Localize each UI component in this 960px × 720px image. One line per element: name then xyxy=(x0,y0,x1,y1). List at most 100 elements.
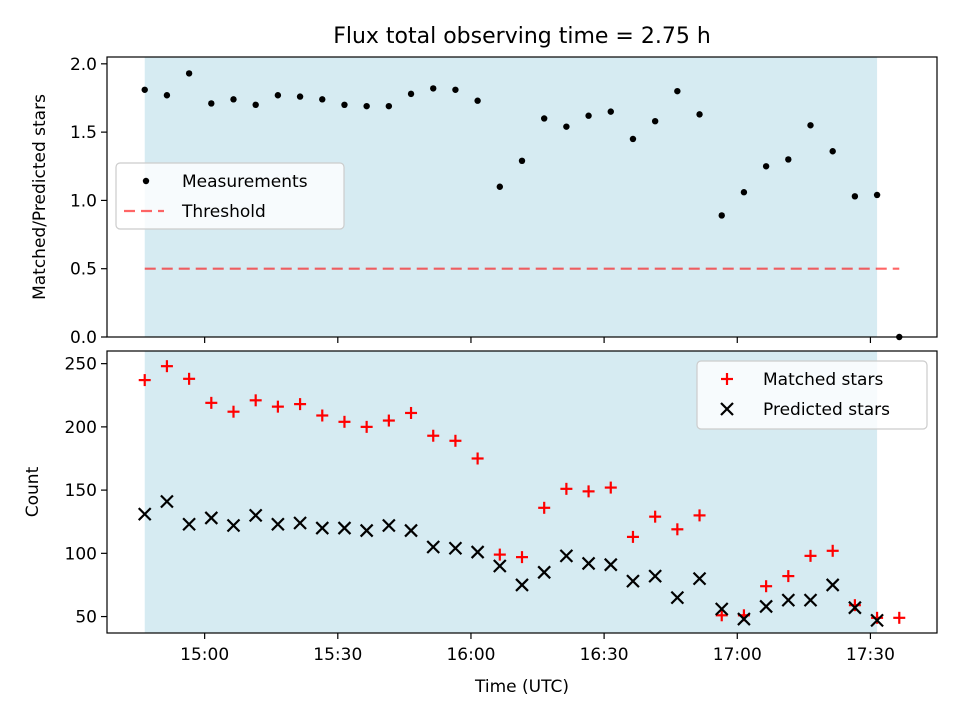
x-tick-label: 16:00 xyxy=(446,645,495,665)
legend-label: Threshold xyxy=(181,202,266,222)
measurement-point xyxy=(674,87,681,95)
matched-star-marker xyxy=(649,510,662,523)
measurement-point xyxy=(274,92,282,99)
x-tick-label: 17:30 xyxy=(846,645,895,665)
measurement-point xyxy=(496,183,504,190)
predicted-star-marker xyxy=(581,556,596,571)
matched-star-marker xyxy=(294,398,307,411)
measurement-point xyxy=(407,90,415,98)
matched-star-marker xyxy=(183,372,196,385)
predicted-star-marker xyxy=(626,574,640,588)
measurement-point xyxy=(185,70,193,77)
count-panel: 50 100 150 200 250 15:00 15:30 16:00 16:30 17:00… xyxy=(23,350,938,697)
marker-stroke xyxy=(692,571,707,586)
marker-stroke xyxy=(248,508,263,523)
ratio-panel: 0.00.51.01.52.0 Matched/Predicted stars … xyxy=(30,55,938,348)
x-axis-label: Time (UTC) xyxy=(474,677,569,697)
marker-stroke xyxy=(271,517,285,532)
legend-label: Measurements xyxy=(182,172,308,192)
matched-star-marker xyxy=(804,549,817,562)
marker-stroke xyxy=(648,569,662,583)
marker-stroke xyxy=(670,590,685,605)
y-axis-label-ratio: Matched/Predicted stars xyxy=(30,94,50,300)
predicted-star-marker xyxy=(559,549,574,563)
measurement-point xyxy=(452,86,459,93)
predicted-star-marker xyxy=(426,540,441,554)
predicted-star-marker xyxy=(848,600,862,615)
marker-stroke xyxy=(825,578,840,592)
matched-star-marker xyxy=(338,415,351,428)
predicted-star-marker xyxy=(670,590,685,605)
predicted-star-marker xyxy=(182,517,196,532)
marker-stroke xyxy=(720,402,734,416)
matched-star-marker xyxy=(493,548,506,561)
measurement-point xyxy=(807,122,814,129)
predicted-star-marker xyxy=(648,569,662,583)
matched-star-marker xyxy=(471,452,484,465)
count-panel-frame xyxy=(106,350,938,634)
matched-star-marker xyxy=(604,481,617,494)
marker-stroke xyxy=(803,593,818,607)
measurement-point xyxy=(518,157,526,165)
y-tick-label: 2.0 xyxy=(70,55,97,75)
predicted-star-marker xyxy=(293,516,307,530)
measurement-point xyxy=(141,86,148,93)
marker-stroke xyxy=(182,517,196,532)
measurement-point xyxy=(607,108,614,115)
measurement-point xyxy=(252,101,259,109)
predicted-star-marker xyxy=(248,508,263,523)
predicted-star-points xyxy=(137,494,884,628)
measurement-point xyxy=(230,96,237,103)
predicted-star-marker xyxy=(781,593,796,607)
measurement-point xyxy=(762,163,770,170)
measurement-point xyxy=(430,85,437,92)
matched-star-marker xyxy=(316,409,329,422)
matched-star-points xyxy=(138,360,906,624)
marker-stroke xyxy=(160,494,174,509)
measurement-point xyxy=(740,189,748,196)
legend-box xyxy=(115,162,345,230)
measurement-point xyxy=(873,191,881,199)
predicted-star-marker xyxy=(537,565,551,580)
y-axis-ratio: 0.0 0.5 1.0 1.5 2.0 xyxy=(70,55,107,348)
matched-star-marker xyxy=(205,396,218,409)
predicted-star-marker xyxy=(359,523,374,538)
matched-star-marker xyxy=(760,580,773,593)
matched-star-marker xyxy=(138,374,151,387)
predicted-star-marker xyxy=(226,518,241,533)
x-tick-marks-ratio xyxy=(204,337,872,343)
measurement-point xyxy=(563,123,570,130)
x-tick-label: 17:00 xyxy=(713,645,762,665)
ratio-panel-frame xyxy=(106,56,938,338)
y-tick-label: 200 xyxy=(65,418,97,438)
measurement-point xyxy=(208,100,215,107)
matched-star-marker xyxy=(249,394,262,407)
predicted-star-marker xyxy=(870,613,884,628)
marker-stroke xyxy=(870,613,884,628)
predicted-star-marker xyxy=(271,517,285,532)
measurement-point xyxy=(163,92,171,99)
matched-star-marker xyxy=(271,400,284,413)
legend-box xyxy=(696,360,928,430)
predicted-star-marker xyxy=(493,559,507,573)
matched-star-marker xyxy=(560,482,573,495)
measurement-point xyxy=(385,102,393,110)
predicted-star-marker xyxy=(737,612,751,626)
predicted-star-marker xyxy=(204,511,219,525)
chart-title: Flux total observing time = 2.75 h xyxy=(333,24,711,49)
measurement-point xyxy=(363,102,370,110)
y-tick-label: 1.0 xyxy=(70,191,97,211)
marker-stroke xyxy=(781,593,796,607)
predicted-star-marker xyxy=(337,521,352,535)
y-tick-label: 100 xyxy=(65,544,97,564)
predicted-star-marker xyxy=(470,545,485,559)
marker-stroke xyxy=(315,521,330,535)
legend-measurement-marker xyxy=(142,177,150,185)
marker-stroke xyxy=(359,523,374,538)
measurement-point xyxy=(341,101,348,109)
predicted-star-marker xyxy=(714,602,729,616)
matched-star-marker xyxy=(160,360,173,373)
predicted-star-marker xyxy=(603,557,618,572)
predicted-star-marker xyxy=(448,541,463,556)
predicted-star-marker xyxy=(515,578,529,592)
